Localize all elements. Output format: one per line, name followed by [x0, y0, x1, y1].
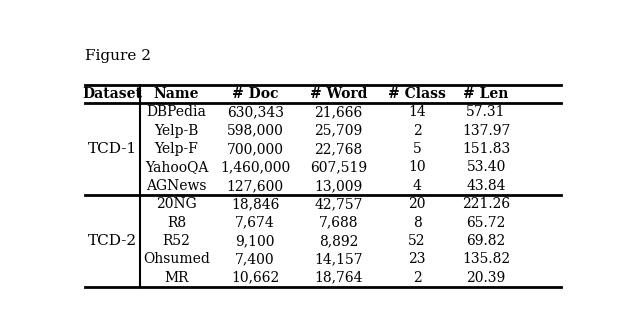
Text: 151.83: 151.83	[462, 142, 510, 156]
Text: 7,674: 7,674	[236, 215, 275, 230]
Text: 20.39: 20.39	[467, 271, 506, 285]
Text: 10,662: 10,662	[231, 271, 279, 285]
Text: 598,000: 598,000	[227, 124, 284, 138]
Text: 57.31: 57.31	[467, 105, 506, 119]
Text: 43.84: 43.84	[467, 179, 506, 193]
Text: # Len: # Len	[463, 87, 509, 101]
Text: 14: 14	[408, 105, 426, 119]
Text: TCD-1: TCD-1	[88, 142, 137, 156]
Text: 53.40: 53.40	[467, 160, 506, 174]
Text: 42,757: 42,757	[314, 197, 363, 211]
Text: 13,009: 13,009	[314, 179, 363, 193]
Text: 14,157: 14,157	[314, 252, 363, 266]
Text: 9,100: 9,100	[236, 234, 275, 248]
Text: 8: 8	[413, 215, 422, 230]
Text: 25,709: 25,709	[314, 124, 363, 138]
Text: 630,343: 630,343	[227, 105, 284, 119]
Text: # Doc: # Doc	[232, 87, 278, 101]
Text: 20NG: 20NG	[156, 197, 197, 211]
Text: 2: 2	[413, 271, 422, 285]
Text: 5: 5	[413, 142, 422, 156]
Text: 10: 10	[408, 160, 426, 174]
Text: Name: Name	[154, 87, 200, 101]
Text: 137.97: 137.97	[462, 124, 510, 138]
Text: Dataset: Dataset	[83, 87, 142, 101]
Text: 65.72: 65.72	[467, 215, 506, 230]
Text: 20: 20	[408, 197, 426, 211]
Text: AGNews: AGNews	[147, 179, 207, 193]
Text: 607,519: 607,519	[310, 160, 367, 174]
Text: YahooQA: YahooQA	[145, 160, 208, 174]
Text: 22,768: 22,768	[314, 142, 363, 156]
Text: Ohsumed: Ohsumed	[143, 252, 210, 266]
Text: 700,000: 700,000	[227, 142, 284, 156]
Text: 127,600: 127,600	[227, 179, 284, 193]
Text: 21,666: 21,666	[314, 105, 363, 119]
Text: R8: R8	[167, 215, 186, 230]
Text: 7,400: 7,400	[236, 252, 275, 266]
Text: 2: 2	[413, 124, 422, 138]
Text: # Word: # Word	[310, 87, 367, 101]
Text: 52: 52	[408, 234, 426, 248]
Text: 1,460,000: 1,460,000	[220, 160, 291, 174]
Text: Figure 2: Figure 2	[85, 50, 151, 63]
Text: TCD-2: TCD-2	[88, 234, 137, 248]
Text: 221.26: 221.26	[462, 197, 510, 211]
Text: 69.82: 69.82	[467, 234, 506, 248]
Text: # Class: # Class	[388, 87, 446, 101]
Text: Yelp-B: Yelp-B	[154, 124, 199, 138]
Text: DBPedia: DBPedia	[147, 105, 207, 119]
Text: 23: 23	[408, 252, 426, 266]
Text: 135.82: 135.82	[462, 252, 510, 266]
Text: 8,892: 8,892	[319, 234, 358, 248]
Text: 18,846: 18,846	[231, 197, 280, 211]
Text: 18,764: 18,764	[314, 271, 363, 285]
Text: MR: MR	[164, 271, 189, 285]
Text: 4: 4	[413, 179, 422, 193]
Text: R52: R52	[163, 234, 191, 248]
Text: Yelp-F: Yelp-F	[155, 142, 198, 156]
Text: 7,688: 7,688	[319, 215, 358, 230]
